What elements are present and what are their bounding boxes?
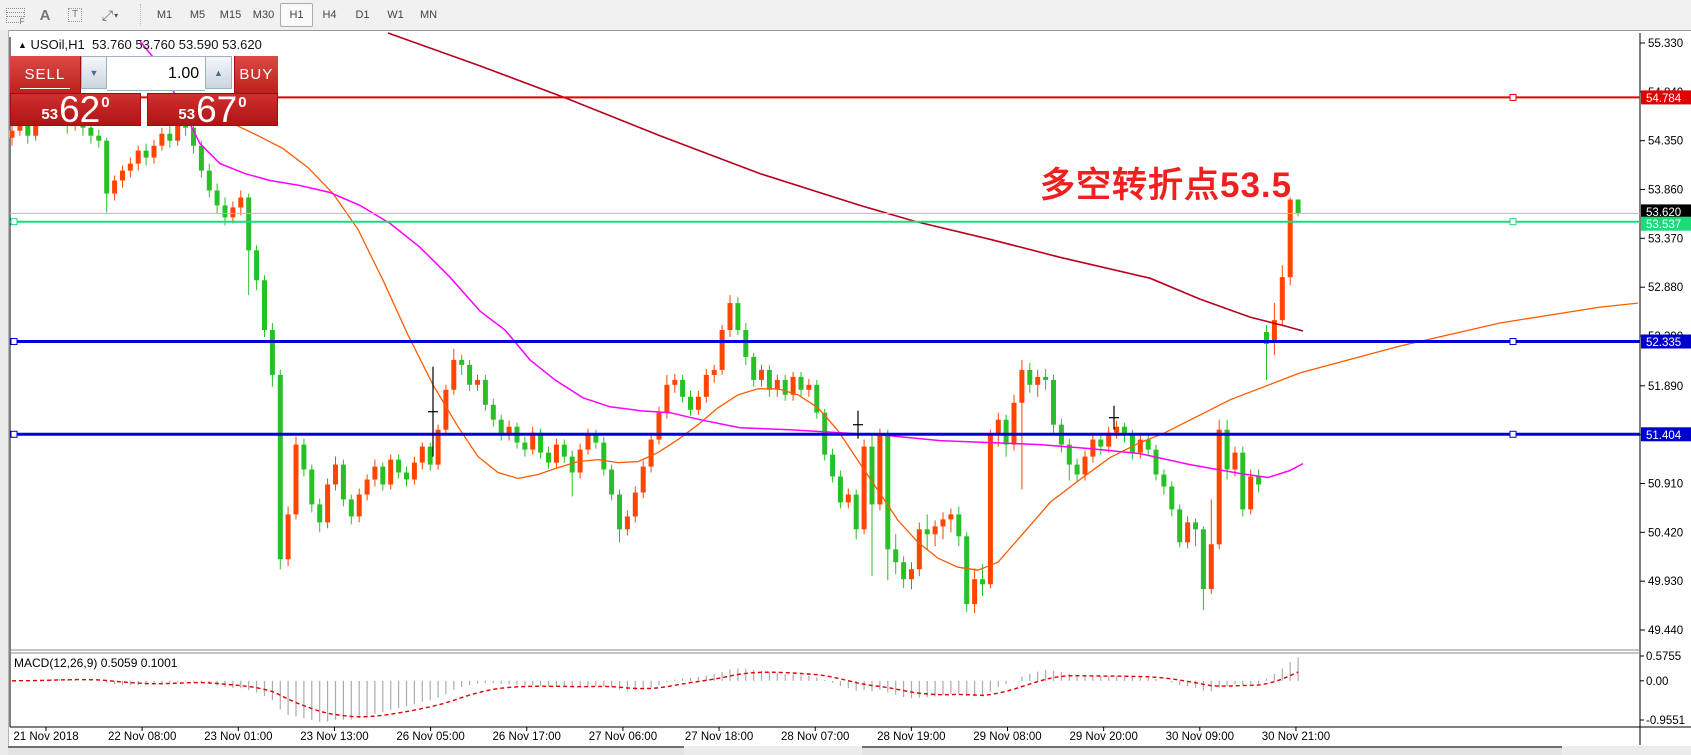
arrow-tool-button[interactable]: ⤢ ▾ xyxy=(90,3,130,27)
text-tool-button[interactable]: T xyxy=(60,3,90,27)
tag-blue-upper-bg xyxy=(1641,334,1691,349)
price-tick-label: 51.890 xyxy=(1648,381,1683,393)
tag-current-price: 53.620 xyxy=(1646,207,1681,219)
price-tick-label: 49.440 xyxy=(1648,625,1683,637)
fibonacci-icon: F xyxy=(5,7,25,26)
time-label: 30 Nov 21:00 xyxy=(1262,731,1330,743)
price-tick-label: 54.350 xyxy=(1648,136,1683,148)
time-label: 29 Nov 20:00 xyxy=(1069,731,1137,743)
bottom-window-strip xyxy=(0,746,1691,755)
macd-scale-label: 0.00 xyxy=(1646,676,1668,688)
collapse-arrow-icon[interactable]: ▲ xyxy=(18,40,27,50)
label-tool-button[interactable]: A xyxy=(30,3,60,27)
hline-handle-right[interactable] xyxy=(1509,338,1517,345)
time-label: 27 Nov 18:00 xyxy=(685,731,753,743)
time-label: 22 Nov 08:00 xyxy=(108,731,176,743)
ma-orange-line[interactable] xyxy=(232,123,1639,571)
price-tick-label: 53.860 xyxy=(1648,185,1683,197)
sell-button[interactable]: SELL xyxy=(10,56,81,93)
macd-signal-line xyxy=(11,671,1299,718)
one-click-trading-panel: SELL ▼ ▲ BUY 53 62 0 53 67 0 xyxy=(10,53,278,130)
timeframe-m5[interactable]: M5 xyxy=(189,9,206,21)
sell-price-big: 62 xyxy=(59,88,101,130)
time-label: 30 Nov 09:00 xyxy=(1166,731,1234,743)
timeframe-m30[interactable]: M30 xyxy=(252,9,275,21)
hline-handle-left[interactable] xyxy=(10,430,18,438)
sell-price-sup: 0 xyxy=(101,94,110,111)
tag-resistance-bg xyxy=(1641,90,1691,105)
volume-increase-button[interactable]: ▲ xyxy=(205,56,232,89)
price-tick-label: 49.930 xyxy=(1648,576,1683,588)
text-label-icon: A xyxy=(39,6,51,24)
time-label: 23 Nov 01:00 xyxy=(204,731,272,743)
timeframe-m1[interactable]: M1 xyxy=(156,9,173,21)
text-box-icon: T xyxy=(67,8,83,22)
sell-price-display[interactable]: 53 62 0 xyxy=(10,88,141,130)
price-tick-label: 53.370 xyxy=(1648,233,1683,245)
timeframe-buttons: M1 M5 M15 M30 H1 H4 D1 W1 MN xyxy=(148,3,445,27)
chart-annotation-text[interactable]: 多空转折点53.5 xyxy=(1040,166,1293,205)
timeframe-d1[interactable]: D1 xyxy=(355,9,370,21)
time-label: 29 Nov 08:00 xyxy=(973,731,1041,743)
volume-input[interactable] xyxy=(107,57,206,90)
spinner-up-icon: ▲ xyxy=(213,67,223,78)
minimized-window-2[interactable] xyxy=(862,746,1562,755)
price-tick-label: 52.880 xyxy=(1648,282,1683,294)
hline-handle-left[interactable] xyxy=(10,338,18,345)
timeframe-h4[interactable]: H4 xyxy=(322,9,337,21)
timeframe-m15[interactable]: M15 xyxy=(219,9,242,21)
timeframe-mn[interactable]: MN xyxy=(419,9,438,21)
chart-window[interactable] xyxy=(9,30,1691,747)
price-tick-label: 50.910 xyxy=(1648,479,1683,491)
fibonacci-tool-button[interactable]: F xyxy=(0,3,30,27)
time-label: 26 Nov 05:00 xyxy=(396,731,464,743)
tag-green-line-bg xyxy=(1641,216,1691,231)
chevron-down-icon[interactable]: ▾ xyxy=(114,10,119,20)
time-label: 27 Nov 06:00 xyxy=(589,731,657,743)
spinner-down-icon: ▼ xyxy=(89,67,99,78)
time-label: 21 Nov 2018 xyxy=(13,731,78,743)
symbol-name: USOil,H1 xyxy=(30,37,85,52)
minimized-window-1[interactable] xyxy=(8,746,684,755)
left-window-strip xyxy=(0,30,9,755)
hline-handle-left[interactable] xyxy=(10,218,18,226)
timeframe-w1[interactable]: W1 xyxy=(387,9,404,21)
macd-scale-label: 0.5755 xyxy=(1646,651,1681,663)
tag-blue-lower: 51.404 xyxy=(1646,430,1682,442)
trendline-descending[interactable] xyxy=(387,32,1304,332)
price-tick-label: 50.420 xyxy=(1648,527,1683,539)
ma-magenta-line[interactable] xyxy=(139,40,1304,479)
time-label: 28 Nov 07:00 xyxy=(781,731,849,743)
buy-button[interactable]: BUY xyxy=(233,56,278,93)
macd-scale-label: -0.9551 xyxy=(1646,715,1685,727)
buy-price-display[interactable]: 53 67 0 xyxy=(147,88,278,130)
time-label: 23 Nov 13:00 xyxy=(300,731,368,743)
arrows-icon: ⤢ xyxy=(101,6,113,23)
tag-green-line: 53.537 xyxy=(1646,219,1681,231)
price-tick-label: 55.330 xyxy=(1648,38,1683,50)
buy-price-sup: 0 xyxy=(238,94,247,111)
buy-price-big: 67 xyxy=(196,88,238,130)
macd-histogram xyxy=(19,657,1299,722)
hline-handle-right[interactable] xyxy=(1509,430,1517,438)
tag-blue-upper: 52.335 xyxy=(1646,337,1681,349)
time-label: 26 Nov 17:00 xyxy=(493,731,561,743)
chart-title: ▲ USOil,H1 53.760 53.760 53.590 53.620 xyxy=(18,37,262,52)
toolbar: F A T ⤢ ▾ M1 M5 M15 M30 H1 H4 D1 W1 MN xyxy=(0,0,1691,31)
tag-blue-lower-bg xyxy=(1641,427,1691,442)
ohlc-values: 53.760 53.760 53.590 53.620 xyxy=(91,37,262,52)
hline-handle-right[interactable] xyxy=(1509,218,1517,226)
toolbar-separator xyxy=(140,4,142,26)
time-label: 28 Nov 19:00 xyxy=(877,731,945,743)
sell-price-prefix: 53 xyxy=(41,106,59,123)
tag-resistance: 54.784 xyxy=(1646,93,1682,105)
timeframe-h1[interactable]: H1 xyxy=(280,3,313,27)
hline-handle-right[interactable] xyxy=(1509,93,1517,101)
tag-current-price-bg xyxy=(1641,204,1691,219)
buy-price-prefix: 53 xyxy=(178,106,196,123)
volume-decrease-button[interactable]: ▼ xyxy=(80,56,108,89)
macd-indicator-label: MACD(12,26,9) 0.5059 0.1001 xyxy=(14,656,178,670)
